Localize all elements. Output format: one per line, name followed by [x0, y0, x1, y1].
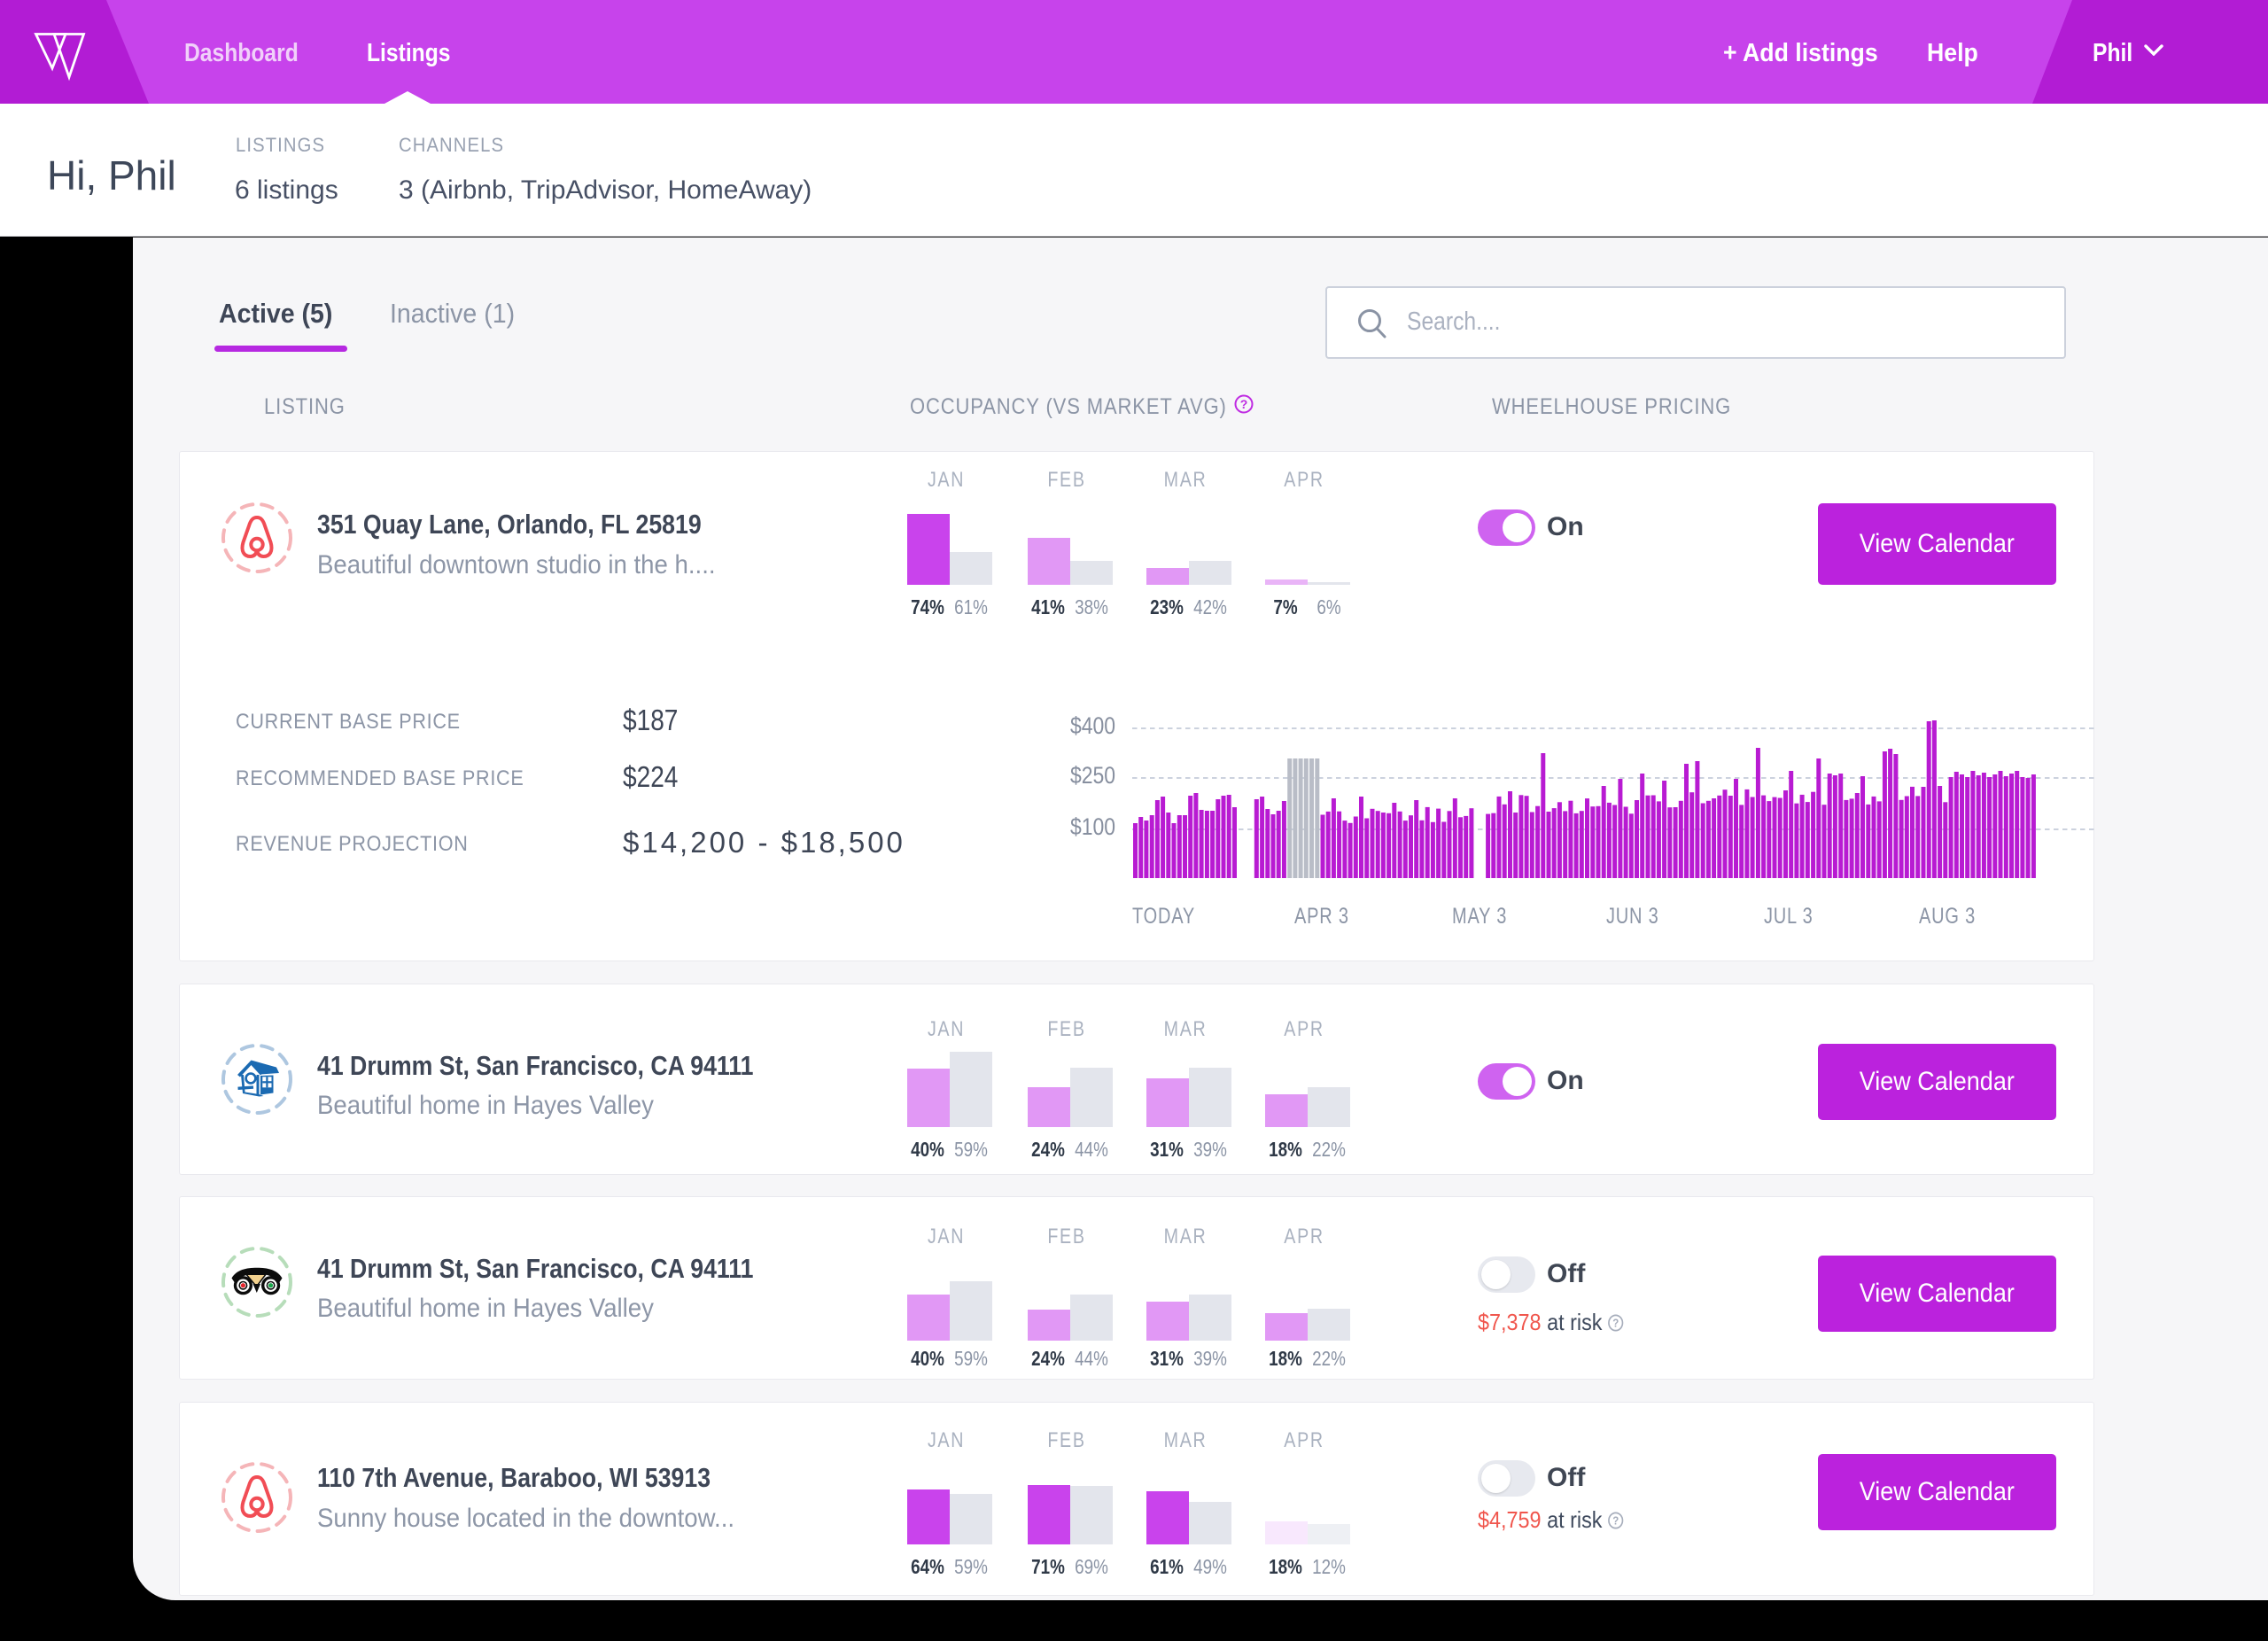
- svg-text:?: ?: [1240, 397, 1248, 411]
- svg-text:?: ?: [1612, 1514, 1619, 1528]
- svg-text:?: ?: [1612, 1317, 1619, 1330]
